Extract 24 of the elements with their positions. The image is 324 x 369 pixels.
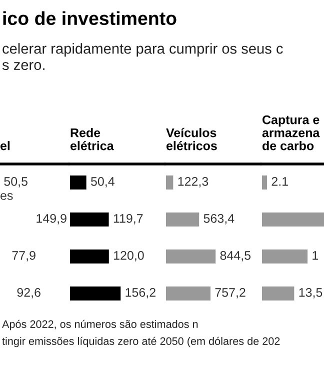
data-label: 2.1 xyxy=(272,177,288,186)
text: celerar rapidamente para cumprir os seus c s zero. xyxy=(2,43,283,70)
data-label: 50,5 xyxy=(4,177,28,188)
text: es xyxy=(0,193,13,200)
data-label: 563,4 xyxy=(204,214,234,224)
data-label: 120,0 xyxy=(114,251,144,262)
x-axis-title: Veículos elétricos xyxy=(166,128,217,150)
data-label: 156,2 xyxy=(126,288,156,298)
data-label: 92,6 xyxy=(17,288,40,298)
text: Após 2022, os números são estimados n xyxy=(2,320,198,330)
data-label: 77,9 xyxy=(12,251,36,262)
text: ico de investimento xyxy=(3,11,176,26)
text: tingir emissões líquidas zero até 2050 (em dólares de 202 xyxy=(2,336,280,348)
x-axis-title: Rede elétrica xyxy=(70,128,114,150)
data-label: 149,9 xyxy=(36,214,66,224)
data-label: 844,5 xyxy=(220,251,251,262)
data-label: 119,7 xyxy=(114,214,143,224)
data-label: 122,3 xyxy=(178,177,208,188)
data-label: 13,5 xyxy=(299,288,322,298)
data-label: 50,4 xyxy=(91,177,114,188)
text: el xyxy=(0,141,10,150)
annotation: 1 xyxy=(312,251,318,260)
data-label: 757,2 xyxy=(215,288,246,298)
x-axis-title: Captura e armazena de carbo xyxy=(262,115,320,150)
